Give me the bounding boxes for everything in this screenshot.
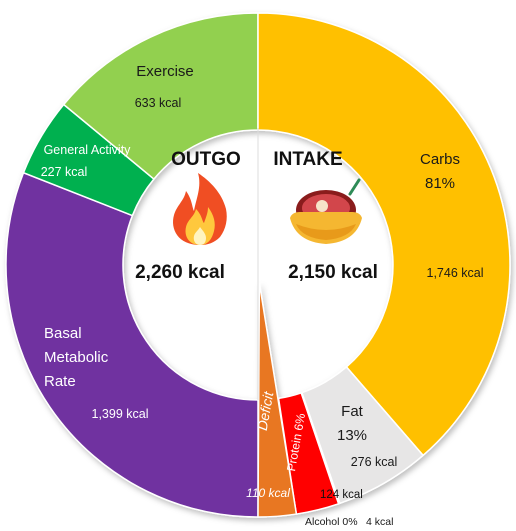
value-protein: 124 kcal [320,489,363,501]
label-exercise: Exercise [136,63,194,80]
slice-basal-metabolic-rate [5,171,259,518]
label-fat: Fat [341,403,364,420]
label-general-activity: General Activity [44,143,132,157]
intake-total: 2,150 kcal [288,262,378,283]
outgo-total: 2,260 kcal [135,262,225,283]
slice-carbs [257,12,511,457]
label-deficit: Deficit [254,390,277,432]
food-bowl-icon [290,178,362,244]
value-exercise: 633 kcal [135,96,182,110]
label-alcohol: Alcohol 0% [305,516,358,528]
value-deficit: 110 kcal [246,486,290,500]
donut-slices [5,12,511,518]
value-general-activity: 227 kcal [41,165,88,179]
value-fat: 276 kcal [351,455,398,469]
label-carbs: Carbs [420,151,460,168]
value-alcohol: 4 kcal [366,516,393,528]
label-bmr-line-2: Metabolic [44,349,109,366]
label-bmr-line-3: Rate [44,373,76,390]
value-carbs: 1,746 kcal [427,266,484,280]
label-fat-percent: 13% [337,427,367,444]
slice-deficit [257,282,298,518]
fire-icon [173,173,227,245]
label-carbs-percent: 81% [425,175,455,192]
label-bmr-line-1: Basal [44,325,82,342]
outgo-title: OUTGO [171,149,241,170]
intake-title: INTAKE [273,149,342,170]
value-bmr: 1,399 kcal [92,407,149,421]
